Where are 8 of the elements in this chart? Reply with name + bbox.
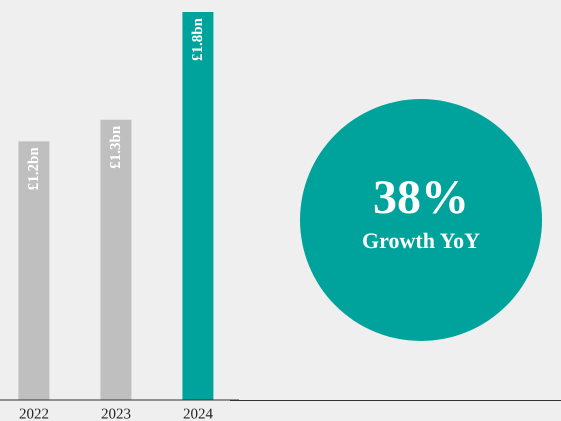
data-label: £1.2bn [26,146,42,190]
text: 38% [372,170,470,226]
x-tick-label: 2023 [101,406,131,421]
x-tick-label: 2022 [19,406,49,421]
text: Growth YoY [361,227,481,255]
x-tick-label: 2024 [183,406,214,421]
data-label: £1.8bn [190,17,206,61]
data-label: £1.3bn [108,125,124,169]
